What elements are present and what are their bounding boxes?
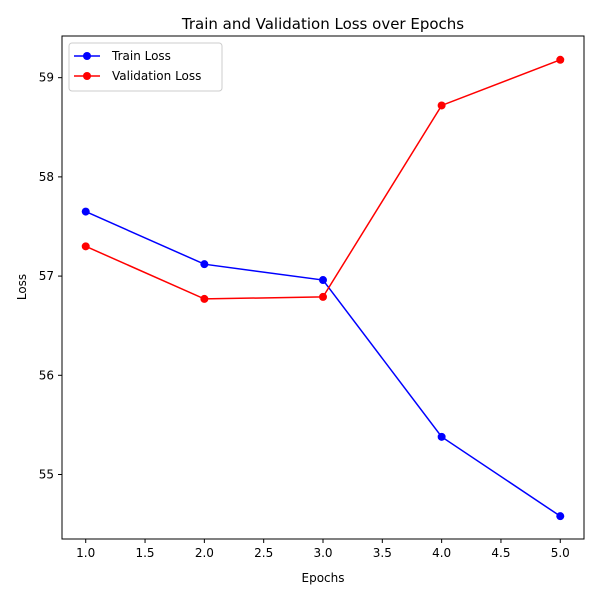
axes-frame bbox=[61, 35, 585, 540]
y-tick-label: 57 bbox=[39, 269, 54, 283]
series-train-loss bbox=[81, 207, 565, 521]
legend-label: Validation Loss bbox=[112, 69, 201, 83]
chart-title: Train and Validation Loss over Epochs bbox=[181, 15, 464, 33]
legend-marker-swatch bbox=[83, 52, 91, 60]
x-tick-label: 1.0 bbox=[76, 546, 95, 560]
data-point-validation-loss bbox=[556, 55, 565, 64]
plot-area: 1.0 1.5 2.0 2.5 3.0 3.5 4.0 4.5 5.0 55 56 57 58 59 bbox=[39, 35, 585, 560]
data-point-train-loss bbox=[200, 260, 209, 269]
legend-marker-swatch bbox=[83, 72, 91, 80]
series-validation-loss bbox=[81, 55, 565, 303]
y-tick-label: 59 bbox=[39, 71, 54, 85]
data-point-train-loss bbox=[81, 207, 90, 216]
data-point-train-loss bbox=[556, 512, 565, 521]
data-point-validation-loss bbox=[81, 242, 90, 251]
data-point-validation-loss bbox=[437, 101, 446, 110]
legend-box bbox=[68, 42, 223, 92]
data-point-train-loss bbox=[437, 432, 446, 441]
y-tick-label: 56 bbox=[39, 368, 54, 382]
data-point-train-loss bbox=[319, 276, 327, 285]
y-tick-label: 55 bbox=[39, 468, 54, 482]
series-line-train-loss bbox=[85, 210, 561, 517]
legend-item-validation-loss: Validation Loss bbox=[74, 69, 201, 83]
x-tick-label: 3.0 bbox=[313, 546, 332, 560]
x-axis-label: Epochs bbox=[302, 571, 345, 585]
legend: Train Loss Validation Loss bbox=[68, 42, 223, 92]
x-axis-ticks: 1.0 1.5 2.0 2.5 3.0 3.5 4.0 4.5 5.0 bbox=[76, 539, 570, 560]
x-tick-label: 4.0 bbox=[432, 546, 451, 560]
series-line-validation-loss bbox=[85, 59, 561, 300]
series-layer bbox=[81, 55, 565, 521]
x-tick-label: 2.5 bbox=[254, 546, 273, 560]
y-axis-ticks: 55 56 57 58 59 bbox=[39, 71, 62, 482]
y-tick-label: 58 bbox=[39, 170, 54, 184]
data-point-validation-loss bbox=[200, 294, 209, 303]
x-tick-label: 3.5 bbox=[373, 546, 392, 560]
x-tick-label: 5.0 bbox=[551, 546, 570, 560]
x-tick-label: 1.5 bbox=[135, 546, 154, 560]
data-point-validation-loss bbox=[319, 292, 327, 301]
legend-item-train-loss: Train Loss bbox=[74, 49, 171, 63]
x-tick-label: 4.5 bbox=[491, 546, 510, 560]
x-tick-label: 2.0 bbox=[195, 546, 214, 560]
legend-label: Train Loss bbox=[111, 49, 171, 63]
y-axis-label: Loss bbox=[15, 274, 29, 300]
